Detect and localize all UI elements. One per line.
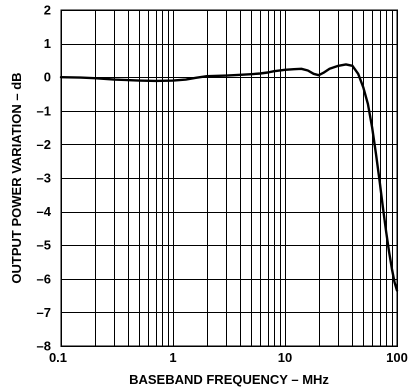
series-line [59,63,399,292]
y-tick-label: –5 [37,238,51,253]
y-tick-label: 2 [44,3,51,18]
y-tick-label: –3 [37,171,51,186]
x-tick-labels: 0.1 1 10 100 [49,350,408,365]
y-tick-label: 1 [44,36,51,51]
x-axis-title: BASEBAND FREQUENCY – MHz [129,372,329,387]
y-tick-label: –1 [37,103,51,118]
x-tick-label: 0.1 [49,350,67,365]
y-axis-title: OUTPUT POWER VARIATION – dB [9,72,24,283]
x-tick-label: 100 [386,350,408,365]
x-tick-label: 1 [169,350,176,365]
y-tick-label: –2 [37,137,51,152]
y-tick-label: 0 [44,70,51,85]
plot-frame [60,9,398,347]
chart-series-layer [59,63,399,292]
y-tick-label: –8 [37,339,51,354]
y-tick-labels: 2 1 0 –1 –2 –3 –4 –5 –6 –7 –8 [37,3,52,354]
y-tick-label: –6 [37,271,51,286]
y-tick-label: –7 [37,305,51,320]
x-tick-label: 10 [278,350,292,365]
chart-grid [61,10,397,346]
y-tick-label: –4 [37,204,52,219]
